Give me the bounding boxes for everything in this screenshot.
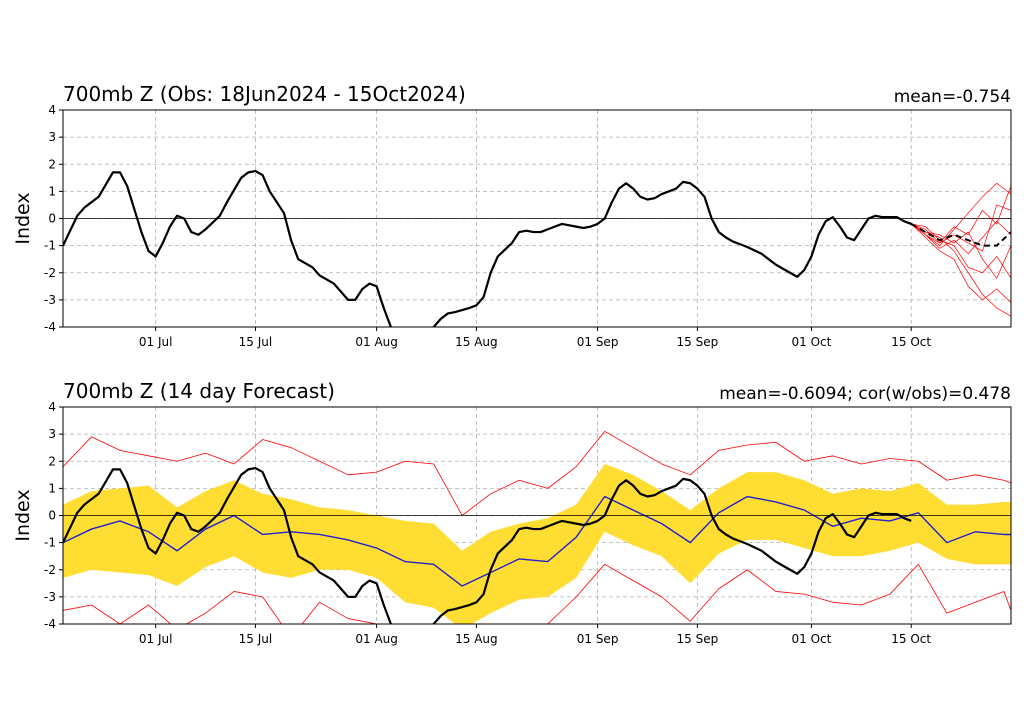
x-tick-label: 15 Jul xyxy=(239,632,273,646)
y-axis-label: Index xyxy=(12,489,34,541)
annotation: mean=-0.6094; cor(w/obs)=0.478 xyxy=(719,384,1011,404)
panel: -4 -3 -2 -1 0 1 2 3 4 01 Jul 15 Jul 01 Aug 15 Aug 01 … xyxy=(12,82,1012,349)
x-tick-label: 15 Oct xyxy=(891,632,931,646)
x-tick-label: 01 Aug xyxy=(355,632,398,646)
chart-title: 700mb Z (Obs: 18Jun2024 - 15Oct2024) xyxy=(63,82,466,106)
y-tick-label: -4 xyxy=(44,617,56,631)
y-tick-label: 3 xyxy=(48,130,56,144)
y-tick-label: -2 xyxy=(44,563,56,577)
y-tick-label: 4 xyxy=(48,103,56,117)
plot-frame xyxy=(62,406,1012,625)
x-tick-label: 15 Aug xyxy=(455,632,498,646)
plot-clip xyxy=(63,169,1011,327)
series-line xyxy=(910,220,1011,255)
x-tick-label: 01 Jul xyxy=(139,335,173,349)
series-line xyxy=(911,223,1011,279)
y-tick-label: 4 xyxy=(48,400,56,414)
x-tick-label: 15 Aug xyxy=(455,335,498,349)
series-line xyxy=(910,223,1011,303)
plot-frame xyxy=(62,109,1012,328)
x-tick-label: 15 Sep xyxy=(677,335,719,349)
chart-title: 700mb Z (14 day Forecast) xyxy=(63,379,335,403)
series-line xyxy=(63,431,1011,516)
y-tick-label: -2 xyxy=(44,266,56,280)
panel: -4 -3 -2 -1 0 1 2 3 4 01 Jul 15 Jul 01 Aug 15 Aug 01 … xyxy=(12,379,1012,646)
y-tick-label: 2 xyxy=(48,454,56,468)
series-line xyxy=(910,223,1011,247)
series-line xyxy=(910,204,1011,252)
y-tick-label: 3 xyxy=(48,427,56,441)
x-tick-label: 15 Jul xyxy=(239,335,273,349)
y-axis-label: Index xyxy=(12,192,34,244)
x-tick-label: 01 Jul xyxy=(139,632,173,646)
series-line xyxy=(63,563,1011,624)
plot-clip xyxy=(63,431,1011,624)
spread-band xyxy=(63,463,1011,624)
x-tick-label: 15 Oct xyxy=(891,335,931,349)
y-tick-label: -4 xyxy=(44,320,56,334)
y-tick-label: 1 xyxy=(48,184,56,198)
y-tick-label: -3 xyxy=(44,590,56,604)
x-tick-label: 01 Oct xyxy=(791,335,831,349)
series-line xyxy=(63,169,912,327)
x-tick-label: 15 Sep xyxy=(677,632,719,646)
y-tick-label: 2 xyxy=(48,157,56,171)
series-line xyxy=(63,495,1011,587)
x-tick-label: 01 Sep xyxy=(577,632,619,646)
y-tick-label: -1 xyxy=(44,536,56,550)
y-tick-label: 0 xyxy=(48,212,56,226)
y-tick-label: 1 xyxy=(48,481,56,495)
annotation: mean=-0.754 xyxy=(894,87,1011,107)
x-tick-label: 01 Sep xyxy=(577,335,619,349)
series-line xyxy=(63,466,912,624)
x-tick-label: 01 Aug xyxy=(355,335,398,349)
x-tick-label: 01 Oct xyxy=(791,632,831,646)
y-tick-label: 0 xyxy=(48,509,56,523)
series-line xyxy=(911,223,1011,317)
series-line xyxy=(911,185,1011,244)
y-tick-label: -3 xyxy=(44,293,56,307)
y-tick-label: -1 xyxy=(44,239,56,253)
